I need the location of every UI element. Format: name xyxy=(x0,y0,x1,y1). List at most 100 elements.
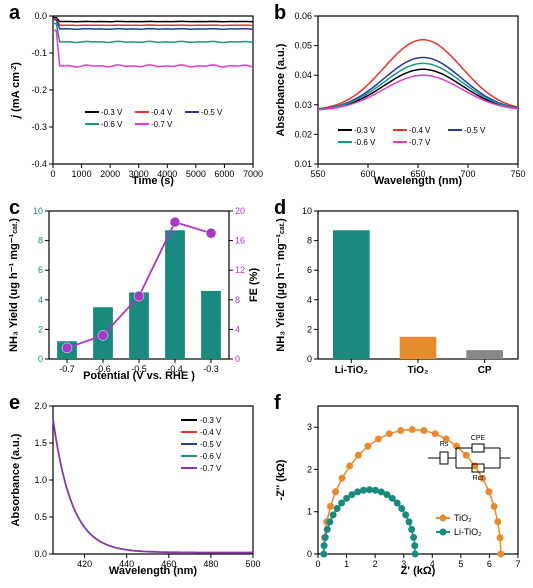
panel-a-xlabel: Time (s) xyxy=(132,175,174,187)
svg-text:TiO₂: TiO₂ xyxy=(408,365,429,376)
svg-text:0: 0 xyxy=(50,169,55,179)
svg-text:10: 10 xyxy=(302,206,312,216)
panel-f-label: f xyxy=(274,392,281,415)
svg-text:0: 0 xyxy=(235,354,240,364)
svg-text:-0.7 V: -0.7 V xyxy=(409,138,431,147)
svg-text:-0.6 V: -0.6 V xyxy=(200,452,222,461)
panel-e-chart: 0.00.51.01.52.0 420440460480500 -0.3 V-0… xyxy=(5,392,265,582)
svg-text:6: 6 xyxy=(487,559,492,569)
svg-text:-0.3 V: -0.3 V xyxy=(101,108,123,117)
svg-text:2.0: 2.0 xyxy=(34,401,47,411)
panel-b-yticks: 0.01 0.02 0.03 0.04 0.05 0.06 xyxy=(294,11,318,169)
svg-text:20: 20 xyxy=(235,206,245,216)
svg-text:2: 2 xyxy=(373,559,378,569)
panel-d-ylabel: NH₃ Yield (µg h⁻¹ mg⁻¹cat.) xyxy=(275,218,287,352)
svg-text:-0.4 V: -0.4 V xyxy=(151,108,173,117)
svg-text:0: 0 xyxy=(38,354,43,364)
panel-f-yticks: 0123 xyxy=(307,422,318,559)
svg-text:-0.6 V: -0.6 V xyxy=(101,120,123,129)
svg-text:-0.7: -0.7 xyxy=(59,364,75,374)
panel-d-yticks: 0246810 xyxy=(302,206,318,364)
svg-text:8: 8 xyxy=(307,236,312,246)
panel-b-label: b xyxy=(274,2,286,25)
panel-c-ylabel-left: NH₃ Yield (ug h⁻¹ mg⁻¹cat.) xyxy=(8,218,20,352)
panel-b-xlabel: Wavelength (nm) xyxy=(374,175,463,187)
panel-a-legend: -0.3 V -0.4 V -0.5 V -0.6 V -0.7 V xyxy=(85,108,223,129)
svg-text:1: 1 xyxy=(344,559,349,569)
panel-b-ylabel: Absorbance (a.u.) xyxy=(275,43,287,136)
svg-text:1.5: 1.5 xyxy=(34,438,47,448)
svg-text:6: 6 xyxy=(38,265,43,275)
panel-a-label: a xyxy=(9,2,20,25)
panel-f-legend: TiO₂Li-TiO₂ xyxy=(436,513,482,537)
svg-text:0: 0 xyxy=(307,354,312,364)
panel-c-label: c xyxy=(9,197,20,220)
svg-text:-0.3 V: -0.3 V xyxy=(354,126,376,135)
svg-text:-0.6 V: -0.6 V xyxy=(354,138,376,147)
svg-text:0.0: 0.0 xyxy=(34,11,47,21)
svg-text:Rs: Rs xyxy=(440,441,449,448)
svg-text:0.02: 0.02 xyxy=(294,129,312,139)
svg-text:0.0: 0.0 xyxy=(34,549,47,559)
svg-text:-0.7 V: -0.7 V xyxy=(151,120,173,129)
svg-text:480: 480 xyxy=(203,559,218,569)
panel-e-series xyxy=(53,419,253,552)
svg-text:Li-TiO₂: Li-TiO₂ xyxy=(335,365,368,376)
panel-e-ylabel: Absorbance (a.u.) xyxy=(10,433,22,526)
svg-text:4: 4 xyxy=(235,324,240,334)
svg-text:-0.5 V: -0.5 V xyxy=(201,108,223,117)
svg-text:550: 550 xyxy=(310,169,325,179)
svg-text:7: 7 xyxy=(515,559,520,569)
panel-d-xticks: Li-TiO₂TiO₂CP xyxy=(335,359,492,376)
panel-b-legend: -0.3 V-0.4 V-0.5 V-0.6 V-0.7 V xyxy=(338,126,486,147)
panel-c-yticks-right: 048121620 xyxy=(229,206,245,364)
panel-f-ylabel: -Z'' (kΩ) xyxy=(275,459,287,500)
panel-e-yticks: 0.00.51.01.52.0 xyxy=(34,401,53,559)
svg-text:0.5: 0.5 xyxy=(34,512,47,522)
svg-text:0.04: 0.04 xyxy=(294,70,312,80)
svg-text:-0.5 V: -0.5 V xyxy=(464,126,486,135)
svg-text:700: 700 xyxy=(460,169,475,179)
panel-e-label: e xyxy=(9,392,20,415)
svg-text:5: 5 xyxy=(458,559,463,569)
svg-text:2: 2 xyxy=(307,324,312,334)
panel-a-ylabel: j (mA cm-2) xyxy=(10,62,22,120)
svg-text:7000: 7000 xyxy=(243,169,263,179)
panel-b-chart: 0.010.020.030.040.050.06 550600650700750… xyxy=(270,2,530,192)
svg-text:0.03: 0.03 xyxy=(294,100,312,110)
svg-text:12: 12 xyxy=(235,265,245,275)
svg-text:8: 8 xyxy=(235,295,240,305)
panel-c: c 0246810 048121620 -0.7-0.6-0.5-0.4-0.3… xyxy=(5,197,265,387)
panel-d-bars xyxy=(333,230,503,359)
svg-text:-0.7 V: -0.7 V xyxy=(200,464,222,473)
svg-text:-0.3 V: -0.3 V xyxy=(200,416,222,425)
panel-b-series xyxy=(318,40,518,110)
svg-text:-0.3: -0.3 xyxy=(31,122,47,132)
svg-text:0.01: 0.01 xyxy=(294,159,312,169)
svg-text:CPE: CPE xyxy=(471,435,486,442)
svg-text:0.06: 0.06 xyxy=(294,11,312,21)
svg-text:-0.4 V: -0.4 V xyxy=(200,428,222,437)
svg-text:6000: 6000 xyxy=(214,169,234,179)
panel-e-legend: -0.3 V -0.4 V -0.5 V -0.6 V -0.7 V xyxy=(181,416,222,473)
svg-text:TiO₂: TiO₂ xyxy=(454,513,472,523)
panel-d-chart: 0246810 Li-TiO₂TiO₂CP NH₃ Yield (µg h⁻¹ … xyxy=(270,197,530,387)
svg-text:8: 8 xyxy=(38,236,43,246)
svg-text:5000: 5000 xyxy=(186,169,206,179)
svg-text:2: 2 xyxy=(38,324,43,334)
panel-f: f 0123 01234567 Rs CPE xyxy=(270,392,530,582)
svg-text:3: 3 xyxy=(307,422,312,432)
svg-text:-0.2: -0.2 xyxy=(31,85,47,95)
panel-a-yticks: -0.4-0.3-0.2-0.10.0 xyxy=(31,11,53,169)
panel-a-chart: -0.4-0.3-0.2-0.10.0 01000200030004000500… xyxy=(5,2,265,192)
svg-text:750: 750 xyxy=(510,169,525,179)
panel-c-ylabel-right: FE (%) xyxy=(248,268,260,303)
panel-d: d 0246810 Li-TiO₂TiO₂CP NH₃ Yield (µg h⁻… xyxy=(270,197,530,387)
svg-text:Rct: Rct xyxy=(473,475,484,482)
svg-text:0.05: 0.05 xyxy=(294,41,312,51)
panel-e-xlabel: Wavelength (nm) xyxy=(109,565,198,577)
panel-a: a -0.4-0.3-0.2-0.10.0 010002000300040005… xyxy=(5,2,265,192)
svg-text:420: 420 xyxy=(77,559,92,569)
svg-text:500: 500 xyxy=(245,559,260,569)
svg-text:-0.5 V: -0.5 V xyxy=(200,440,222,449)
